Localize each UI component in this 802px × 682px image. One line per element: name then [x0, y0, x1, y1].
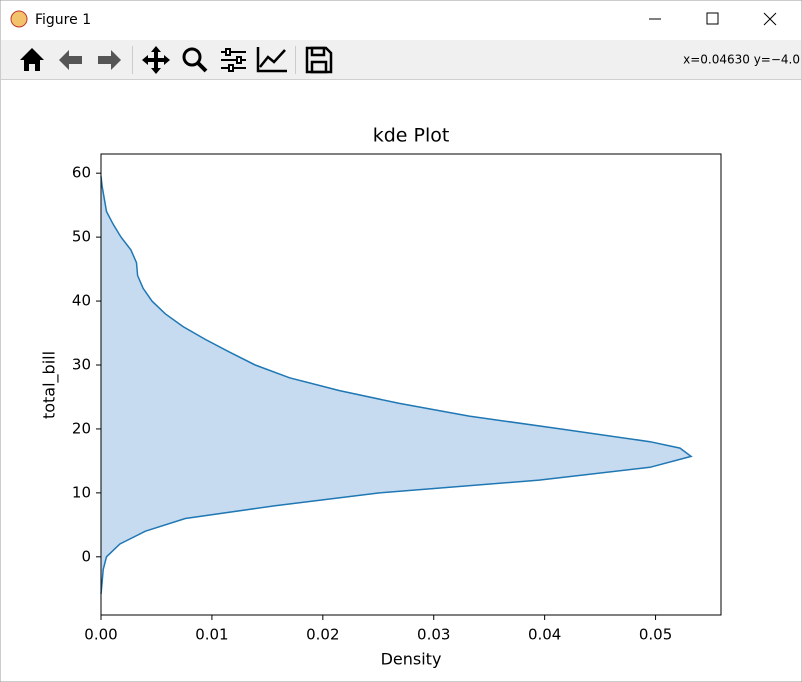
- y-tick-label: 50: [72, 228, 91, 246]
- y-tick-label: 10: [72, 483, 91, 501]
- maximize-button[interactable]: [706, 12, 719, 25]
- y-tick-label: 20: [72, 419, 91, 437]
- toolbar: [1, 40, 801, 79]
- line: [100, 176, 693, 594]
- app-icon: [10, 10, 28, 28]
- forward-button[interactable]: [98, 50, 121, 70]
- x-tick-label: 0.02: [306, 626, 339, 644]
- y-tick-label: 60: [72, 164, 91, 182]
- axes-frame: [100, 153, 722, 616]
- x-tick-label: 0.01: [195, 626, 228, 644]
- x-tick-label: 0.03: [417, 626, 450, 644]
- back-button[interactable]: [59, 50, 82, 70]
- y-axis-label: total_bill: [40, 351, 60, 419]
- edit-axis-button[interactable]: [256, 47, 287, 73]
- x-tick-label: 0.04: [528, 626, 561, 644]
- y-tick-label: 40: [72, 292, 91, 310]
- home-button[interactable]: [20, 48, 44, 71]
- area: [101, 176, 692, 594]
- plot: kde Plot Density total_bill 0.00 0.01 0.02…: [40, 125, 722, 669]
- chart-title: kde Plot: [373, 125, 450, 147]
- title-bar: [1, 1, 801, 39]
- zoom-button[interactable]: [182, 47, 208, 73]
- y-tick-label: 30: [72, 355, 91, 373]
- close-button[interactable]: [763, 12, 777, 26]
- y-tick-label: 0: [81, 547, 91, 565]
- x-tick-label: 0.05: [639, 626, 672, 644]
- save-button[interactable]: [305, 46, 333, 74]
- x-tick-label: 0.00: [84, 626, 117, 644]
- pan-button[interactable]: [142, 46, 170, 74]
- configure-button[interactable]: [221, 48, 246, 72]
- x-axis-label: Density: [381, 650, 442, 669]
- cursor-coordinates: x=0.04630 y=−4.0: [683, 53, 800, 67]
- window-title: Figure 1: [35, 12, 91, 28]
